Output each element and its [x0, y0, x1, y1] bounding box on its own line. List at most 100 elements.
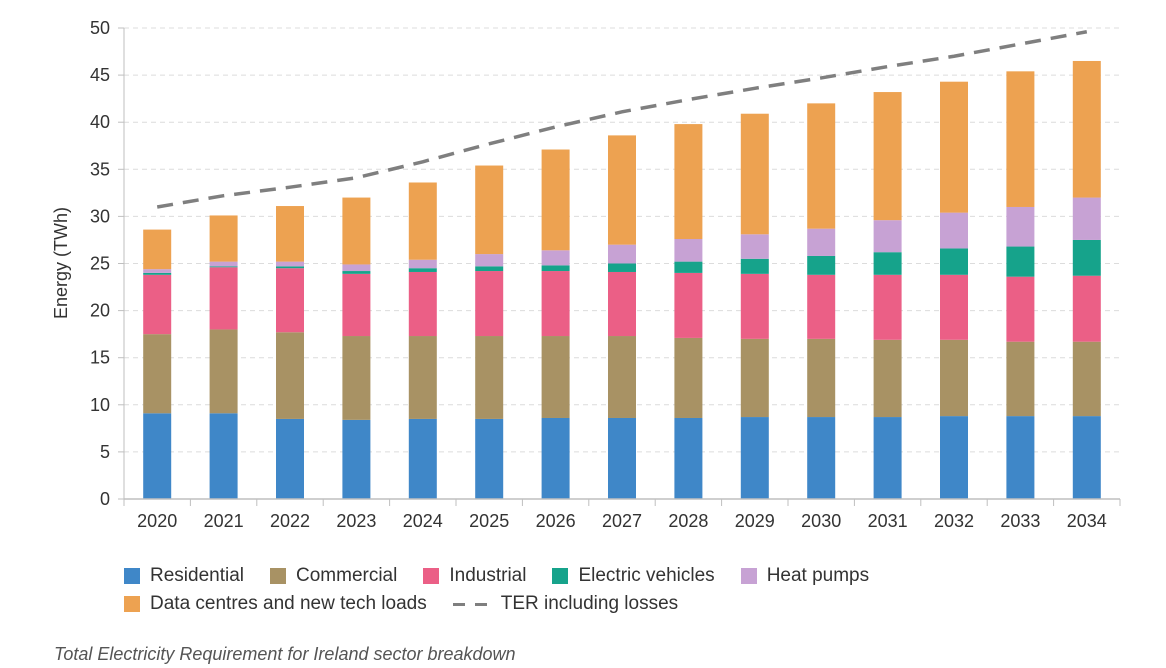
bar-electric-vehicles-2034 — [1072, 239, 1101, 276]
y-tick-label-0: 0 — [100, 489, 110, 509]
bar-residential-2031 — [873, 417, 902, 499]
bar-commercial-2033 — [1006, 341, 1035, 417]
bar-industrial-2020 — [143, 274, 172, 335]
bar-residential-2021 — [209, 413, 238, 499]
bar-industrial-2022 — [276, 268, 304, 333]
bar-commercial-2024 — [408, 336, 437, 419]
ter-line-layer — [156, 30, 1088, 209]
y-tick-label-10: 10 — [90, 395, 110, 415]
bar-data-centres-and-new-tech-loads-2023 — [342, 197, 371, 265]
line-ter-including-losses — [156, 30, 1088, 209]
bar-commercial-2021 — [209, 329, 238, 414]
bar-data-centres-and-new-tech-loads-2033 — [1006, 71, 1035, 207]
bar-heat-pumps-2031 — [873, 220, 902, 253]
x-tick-label-2031: 2031 — [868, 511, 908, 531]
legend-swatch-industrial — [423, 568, 440, 584]
bar-electric-vehicles-2033 — [1006, 246, 1035, 277]
bar-electric-vehicles-2020 — [143, 272, 172, 275]
bar-heat-pumps-2028 — [674, 239, 703, 262]
bar-electric-vehicles-2021 — [209, 266, 238, 268]
bar-heat-pumps-2020 — [143, 269, 172, 273]
x-tick-label-2023: 2023 — [336, 511, 376, 531]
y-tick-label-5: 5 — [100, 442, 110, 462]
bar-heat-pumps-2021 — [209, 261, 238, 267]
bar-industrial-2023 — [342, 273, 371, 337]
legend-label-residential: Residential — [150, 565, 244, 586]
legend-label-commercial: Commercial — [296, 565, 398, 586]
legend-label-industrial: Industrial — [449, 565, 527, 586]
bar-data-centres-and-new-tech-loads-2029 — [740, 113, 769, 235]
legend-label-heat-pumps: Heat pumps — [766, 565, 870, 586]
bar-industrial-2032 — [940, 274, 968, 340]
bar-electric-vehicles-2031 — [873, 252, 902, 275]
bar-data-centres-and-new-tech-loads-2025 — [475, 165, 504, 255]
x-tick-label-2029: 2029 — [735, 511, 775, 531]
legend-item-commercial: Commercial — [270, 565, 397, 587]
bar-commercial-2034 — [1072, 341, 1101, 417]
legend-swatch-data-centres — [124, 596, 140, 612]
legend-dash-icon — [452, 596, 491, 612]
x-tick-label-2033: 2033 — [1000, 511, 1040, 531]
bar-residential-2023 — [342, 419, 371, 499]
bar-electric-vehicles-2022 — [276, 266, 304, 269]
bar-data-centres-and-new-tech-loads-2026 — [541, 149, 570, 251]
x-tick-label-2030: 2030 — [801, 511, 841, 531]
bar-heat-pumps-2034 — [1072, 197, 1101, 240]
bar-residential-2030 — [807, 417, 836, 499]
legend-label-data-centres: Data centres and new tech loads — [150, 593, 427, 614]
bar-electric-vehicles-2025 — [475, 266, 504, 272]
legend-swatch-residential — [124, 568, 140, 584]
y-tick-label-40: 40 — [90, 112, 110, 132]
x-tick-label-2026: 2026 — [536, 511, 576, 531]
bar-electric-vehicles-2029 — [740, 258, 769, 274]
bar-industrial-2021 — [209, 267, 238, 330]
legend-label-ter: TER including losses — [500, 593, 679, 614]
bar-electric-vehicles-2026 — [541, 265, 570, 272]
bar-commercial-2031 — [873, 339, 902, 418]
bar-data-centres-and-new-tech-loads-2027 — [608, 135, 636, 245]
bar-electric-vehicles-2023 — [342, 271, 371, 274]
bar-commercial-2026 — [541, 336, 570, 418]
bar-commercial-2025 — [475, 336, 504, 419]
bar-data-centres-and-new-tech-loads-2024 — [408, 182, 437, 260]
bar-commercial-2023 — [342, 336, 371, 420]
bar-residential-2026 — [541, 417, 570, 499]
bar-residential-2034 — [1072, 416, 1101, 499]
bar-residential-2029 — [740, 417, 769, 499]
bar-data-centres-and-new-tech-loads-2031 — [873, 92, 902, 221]
y-tick-label-45: 45 — [90, 65, 110, 85]
legend-row-2: Data centres and new tech loads TER incl… — [124, 590, 1124, 618]
legend-swatch-heat-pumps — [740, 568, 757, 584]
legend: Residential Commercial Industrial Electr… — [124, 562, 1124, 618]
legend-item-ter: TER including losses — [452, 593, 679, 615]
y-tick-label-25: 25 — [90, 254, 110, 274]
legend-item-residential: Residential — [124, 565, 244, 587]
figure-caption: Total Electricity Requirement for Irelan… — [54, 644, 516, 664]
bar-industrial-2028 — [674, 272, 703, 338]
bar-commercial-2027 — [608, 336, 636, 418]
bar-electric-vehicles-2024 — [408, 268, 437, 272]
legend-item-electric-vehicles: Electric vehicles — [552, 565, 715, 587]
y-tick-label-50: 50 — [90, 18, 110, 38]
legend-item-industrial: Industrial — [423, 565, 526, 587]
legend-label-electric-vehicles: Electric vehicles — [578, 565, 715, 586]
y-tick-label-20: 20 — [90, 301, 110, 321]
bar-electric-vehicles-2030 — [807, 255, 836, 275]
bar-residential-2025 — [475, 418, 504, 499]
bar-electric-vehicles-2027 — [608, 263, 636, 272]
legend-swatch-commercial — [270, 568, 286, 584]
bar-data-centres-and-new-tech-loads-2034 — [1072, 60, 1101, 198]
bar-heat-pumps-2023 — [342, 264, 371, 272]
x-tick-label-2032: 2032 — [934, 511, 974, 531]
x-tick-label-2034: 2034 — [1067, 511, 1107, 531]
bar-heat-pumps-2024 — [408, 259, 437, 269]
bar-industrial-2034 — [1072, 275, 1101, 342]
bar-industrial-2030 — [807, 274, 836, 339]
bar-heat-pumps-2022 — [276, 261, 304, 267]
y-tick-label-30: 30 — [90, 206, 110, 226]
legend-row-1: Residential Commercial Industrial Electr… — [124, 562, 1124, 590]
x-tick-label-2020: 2020 — [137, 511, 177, 531]
bar-industrial-2027 — [608, 271, 636, 337]
x-tick-label-2022: 2022 — [270, 511, 310, 531]
bar-electric-vehicles-2032 — [940, 248, 968, 275]
